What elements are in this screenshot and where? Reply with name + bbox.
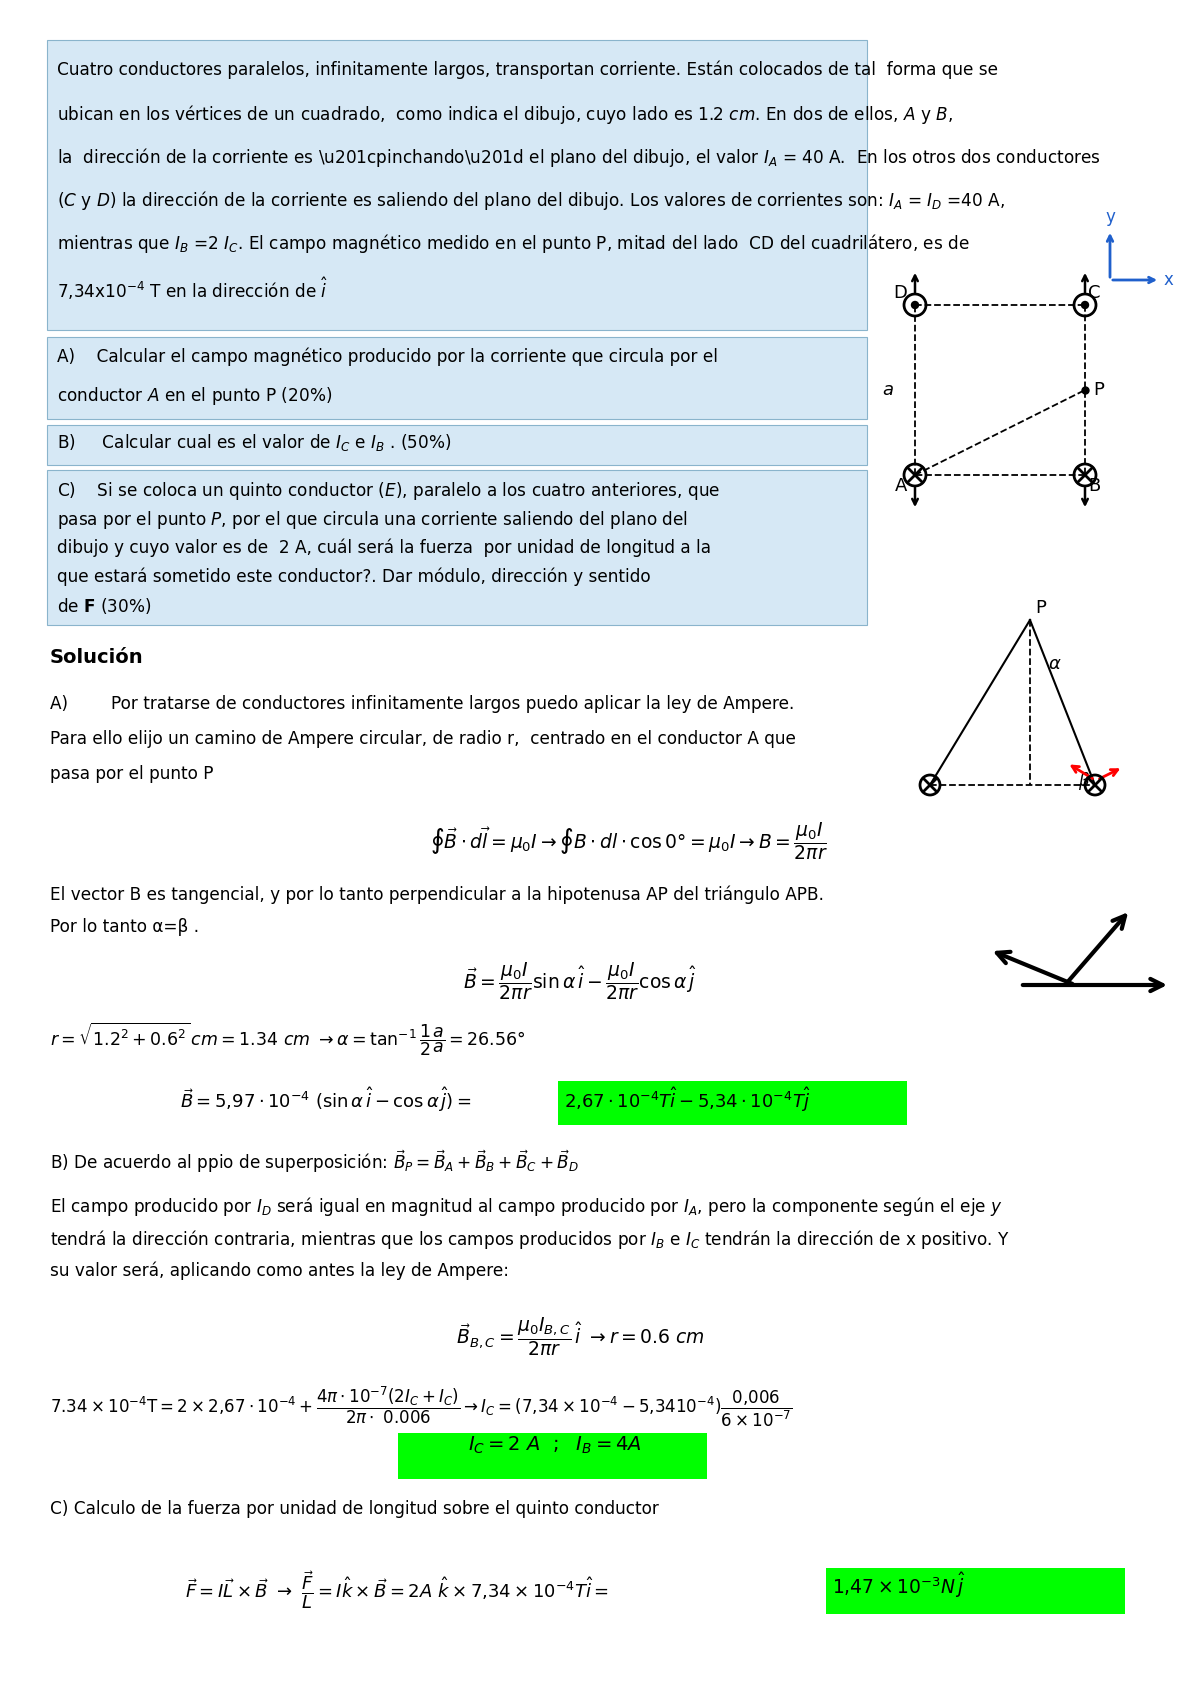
Text: $\alpha$: $\alpha$ bbox=[1048, 655, 1062, 672]
Text: pasa por el punto $P$, por el que circula una corriente saliendo del plano del: pasa por el punto $P$, por el que circul… bbox=[58, 509, 688, 531]
Text: $\beta$: $\beta$ bbox=[1078, 769, 1090, 791]
Text: $r = \sqrt{1.2^2 + 0.6^2}\,cm = 1.34\ cm\ \rightarrow \alpha = \tan^{-1}\dfrac{1: $r = \sqrt{1.2^2 + 0.6^2}\,cm = 1.34\ cm… bbox=[50, 1020, 526, 1058]
Text: $\vec{B} = \dfrac{\mu_0 I}{2\pi r} \sin\alpha\, \hat{i} - \dfrac{\mu_0 I}{2\pi r: $\vec{B} = \dfrac{\mu_0 I}{2\pi r} \sin\… bbox=[463, 959, 697, 1002]
Text: $\vec{B} = 5{,}97 \cdot 10^{-4}\ (\sin\alpha\,\hat{i} - \cos\alpha\,\hat{j}) = $: $\vec{B} = 5{,}97 \cdot 10^{-4}\ (\sin\a… bbox=[180, 1085, 472, 1114]
Text: $\vec{F} = I\vec{L} \times \vec{B}\ \rightarrow\ \dfrac{\vec{F}}{L} = I\hat{k} \: $\vec{F} = I\vec{L} \times \vec{B}\ \rig… bbox=[185, 1571, 610, 1611]
Text: El vector B es tangencial, y por lo tanto perpendicular a la hipotenusa AP del t: El vector B es tangencial, y por lo tant… bbox=[50, 885, 824, 903]
Text: C)    Si se coloca un quinto conductor ($E$), paralelo a los cuatro anteriores, : C) Si se coloca un quinto conductor ($E$… bbox=[58, 481, 720, 503]
FancyBboxPatch shape bbox=[47, 424, 866, 465]
Text: mientras que $I_B$ =2 $I_C$. El campo magnético medido en el punto P, mitad del : mientras que $I_B$ =2 $I_C$. El campo ma… bbox=[58, 233, 970, 255]
Text: B: B bbox=[1088, 477, 1100, 496]
FancyBboxPatch shape bbox=[558, 1082, 907, 1126]
Circle shape bbox=[1081, 302, 1088, 309]
Text: C: C bbox=[1088, 284, 1100, 302]
Text: P: P bbox=[1034, 599, 1046, 616]
Text: A: A bbox=[895, 477, 907, 496]
Text: Solución: Solución bbox=[50, 649, 144, 667]
Text: dibujo y cuyo valor es de  2 A, cuál será la fuerza  por unidad de longitud a la: dibujo y cuyo valor es de 2 A, cuál será… bbox=[58, 538, 710, 557]
Text: El campo producido por $I_D$ será igual en magnitud al campo producido por $I_A$: El campo producido por $I_D$ será igual … bbox=[50, 1195, 1003, 1217]
Text: B)     Calcular cual es el valor de $I_C$ e $I_B$ . (50%): B) Calcular cual es el valor de $I_C$ e … bbox=[58, 431, 451, 453]
Text: $7.34\times10^{-4}\mathrm{T} = 2 \times 2{,}67 \cdot 10^{-4} + \dfrac{4\pi \cdot: $7.34\times10^{-4}\mathrm{T} = 2 \times … bbox=[50, 1386, 793, 1430]
Text: 7,34x10$^{-4}$ T en la dirección de $\hat{i}$: 7,34x10$^{-4}$ T en la dirección de $\ha… bbox=[58, 275, 329, 302]
Text: que estará sometido este conductor?. Dar módulo, dirección y sentido: que estará sometido este conductor?. Dar… bbox=[58, 567, 650, 586]
Text: D: D bbox=[893, 284, 907, 302]
Text: la  dirección de la corriente es \u201cpinchando\u201d el plano del dibujo, el v: la dirección de la corriente es \u201cpi… bbox=[58, 146, 1100, 170]
Text: $\vec{B}_{B,C} = \dfrac{\mu_0 I_{B,C}}{2\pi r}\,\hat{i}\ \rightarrow r = 0.6\ cm: $\vec{B}_{B,C} = \dfrac{\mu_0 I_{B,C}}{2… bbox=[456, 1314, 704, 1358]
Text: Para ello elijo un camino de Ampere circular, de radio r,  centrado en el conduc: Para ello elijo un camino de Ampere circ… bbox=[50, 730, 796, 749]
Text: ($C$ y $D$) la dirección de la corriente es saliendo del plano del dibujo. Los v: ($C$ y $D$) la dirección de la corriente… bbox=[58, 188, 1004, 212]
Text: $\oint \vec{B} \cdot d\vec{l} = \mu_0 I \rightarrow \oint B \cdot dl \cdot \cos : $\oint \vec{B} \cdot d\vec{l} = \mu_0 I … bbox=[430, 820, 828, 863]
Text: a: a bbox=[882, 380, 893, 399]
Text: Cuatro conductores paralelos, infinitamente largos, transportan corriente. Están: Cuatro conductores paralelos, infinitame… bbox=[58, 59, 998, 78]
Text: tendrá la dirección contraria, mientras que los campos producidos por $I_B$ e $I: tendrá la dirección contraria, mientras … bbox=[50, 1228, 1009, 1251]
Text: B) De acuerdo al ppio de superposición: $\vec{B}_P = \vec{B}_A + \vec{B}_B + \ve: B) De acuerdo al ppio de superposición: … bbox=[50, 1148, 578, 1175]
Text: conductor $A$ en el punto P (20%): conductor $A$ en el punto P (20%) bbox=[58, 385, 332, 408]
Text: P: P bbox=[1093, 380, 1104, 399]
Text: $I_C = 2\ A\ \ ;\ \ I_B = 4A$: $I_C = 2\ A\ \ ;\ \ I_B = 4A$ bbox=[468, 1435, 642, 1457]
Text: Por lo tanto α=β .: Por lo tanto α=β . bbox=[50, 919, 199, 936]
Text: $1{,}47\times10^{-3} N\,\hat{j}$: $1{,}47\times10^{-3} N\,\hat{j}$ bbox=[832, 1571, 966, 1600]
Circle shape bbox=[912, 302, 918, 309]
FancyBboxPatch shape bbox=[47, 41, 866, 329]
Text: A)    Calcular el campo magnético producido por la corriente que circula por el: A) Calcular el campo magnético producido… bbox=[58, 346, 718, 365]
Text: de $\mathbf{F}$ (30%): de $\mathbf{F}$ (30%) bbox=[58, 596, 151, 616]
Text: su valor será, aplicando como antes la ley de Ampere:: su valor será, aplicando como antes la l… bbox=[50, 1262, 509, 1280]
FancyBboxPatch shape bbox=[47, 336, 866, 419]
Text: $2{,}67 \cdot 10^{-4} T\hat{i} - 5{,}34 \cdot 10^{-4} T\hat{j}$: $2{,}67 \cdot 10^{-4} T\hat{i} - 5{,}34 … bbox=[564, 1085, 811, 1114]
FancyBboxPatch shape bbox=[398, 1433, 707, 1479]
Text: ubican en los vértices de un cuadrado,  como indica el dibujo, cuyo lado es 1.2 : ubican en los vértices de un cuadrado, c… bbox=[58, 104, 953, 126]
Text: C) Calculo de la fuerza por unidad de longitud sobre el quinto conductor: C) Calculo de la fuerza por unidad de lo… bbox=[50, 1499, 659, 1518]
Text: y: y bbox=[1105, 207, 1115, 226]
Text: A)        Por tratarse de conductores infinitamente largos puedo aplicar la ley : A) Por tratarse de conductores infinitam… bbox=[50, 694, 794, 713]
Text: x: x bbox=[1164, 272, 1174, 289]
Text: pasa por el punto P: pasa por el punto P bbox=[50, 766, 214, 783]
FancyBboxPatch shape bbox=[826, 1567, 1126, 1615]
FancyBboxPatch shape bbox=[47, 470, 866, 625]
